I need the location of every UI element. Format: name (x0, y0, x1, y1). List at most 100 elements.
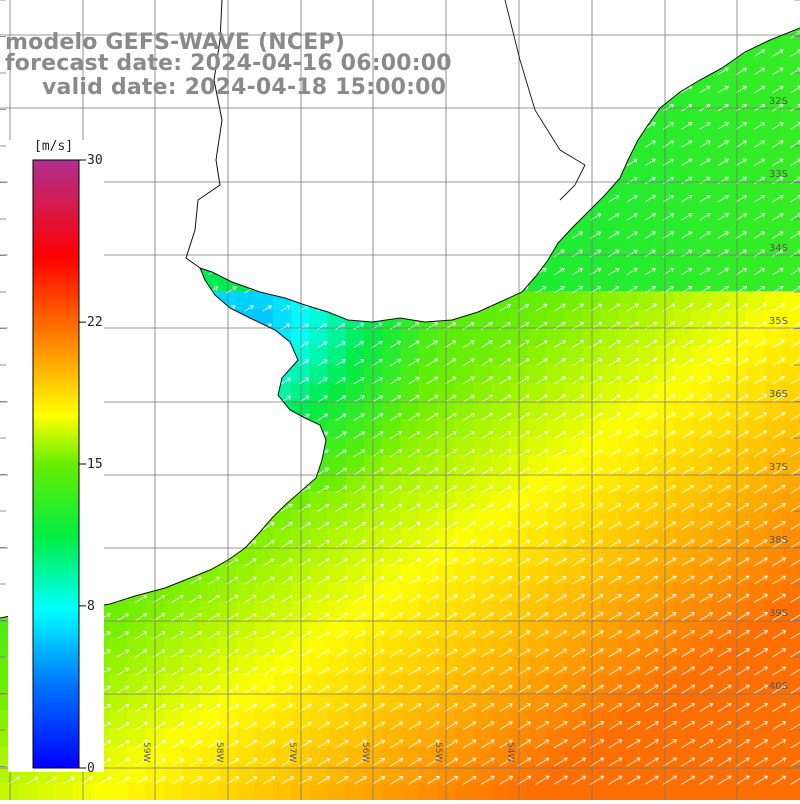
wind-arrow (499, 86, 509, 92)
wind-arrow (336, 141, 346, 147)
wind-arrow (190, 505, 201, 512)
wind-arrow (245, 523, 256, 530)
wind-arrow (117, 232, 127, 238)
wind-arrow (736, 13, 747, 20)
wind-arrow (427, 287, 437, 293)
wind-arrow (427, 305, 438, 312)
wind-arrow (408, 159, 418, 165)
wind-arrow (627, 86, 638, 93)
wind-arrow (354, 178, 364, 184)
wind-arrow (281, 287, 291, 293)
wind-arrow (317, 178, 327, 184)
wind-arrow (135, 250, 145, 256)
wind-arrow (336, 214, 346, 220)
wind-arrow (190, 123, 200, 129)
wind-arrow (117, 396, 127, 402)
wind-arrow (208, 123, 218, 129)
colorbar-tick-label: 30 (87, 153, 103, 168)
wind-arrow (427, 268, 437, 274)
wind-arrow (463, 304, 474, 311)
wind-arrow (190, 523, 201, 530)
wind-arrow (627, 50, 638, 57)
wind-arrow (317, 250, 327, 256)
wind-arrow (408, 214, 418, 220)
wind-arrow (172, 287, 182, 293)
wind-arrow (463, 214, 473, 220)
wind-arrow (263, 159, 273, 165)
wind-arrow (172, 541, 183, 548)
wind-arrow (408, 232, 418, 238)
wind-arrow (135, 523, 146, 530)
wind-arrow (208, 14, 218, 20)
wind-arrow (281, 178, 291, 184)
wind-arrow (135, 214, 145, 220)
wind-arrow (117, 378, 127, 384)
wind-arrow (208, 414, 218, 420)
wind-arrow (354, 196, 364, 202)
wind-arrow (408, 268, 418, 274)
lat-label: 32S (769, 96, 788, 107)
wind-arrow (536, 232, 546, 238)
wind-arrow (208, 324, 217, 330)
wind-arrow (481, 232, 491, 238)
wind-arrow (245, 342, 254, 348)
wind-arrow (245, 378, 254, 384)
wind-arrow (135, 123, 145, 129)
wind-arrow (190, 342, 199, 348)
wind-arrow (408, 177, 418, 183)
wind-arrow (609, 50, 620, 57)
wind-arrow (263, 342, 272, 348)
wind-arrow (481, 14, 491, 20)
wind-arrow (536, 141, 546, 147)
wind-arrow (772, 13, 783, 20)
wind-arrow (390, 141, 400, 147)
wind-arrow (135, 396, 145, 402)
wind-arrow (208, 214, 218, 220)
wind-arrow (263, 360, 272, 366)
wind-arrow (245, 14, 255, 20)
wind-arrow (190, 378, 200, 384)
wind-arrow (427, 196, 437, 202)
wind-arrow (135, 342, 145, 348)
wind-arrow (354, 269, 364, 275)
wind-arrow (609, 14, 620, 21)
wind-arrow (681, 14, 692, 21)
lat-label: 38S (769, 535, 788, 546)
title-valid-date: valid date: 2024-04-18 15:00:00 (42, 76, 446, 100)
wind-arrow (208, 250, 218, 256)
wind-arrow (536, 50, 546, 56)
wind-arrow (245, 250, 255, 256)
wind-arrow (190, 250, 200, 256)
wind-arrow (700, 13, 711, 20)
wind-arrow (117, 559, 128, 566)
wind-arrow (190, 306, 199, 312)
wind-arrow (700, 68, 711, 75)
wind-arrow (554, 159, 564, 166)
wind-arrow (245, 123, 255, 129)
wind-arrow (117, 523, 128, 530)
lon-label: 56W (360, 742, 370, 762)
wind-arrow (336, 196, 346, 202)
wind-arrow (172, 250, 182, 256)
wind-arrow (499, 268, 509, 274)
lon-label: 54W (505, 742, 515, 762)
wind-arrow (281, 232, 291, 238)
wind-arrow (8, 123, 18, 129)
wind-arrow (172, 523, 183, 530)
wind-arrow (317, 232, 327, 238)
wind-arrow (245, 396, 255, 402)
wind-arrow (245, 432, 255, 438)
wind-arrow (791, 13, 800, 20)
wind-arrow (390, 123, 400, 129)
wind-arrow (463, 287, 473, 293)
wind-arrow (390, 159, 400, 165)
wind-arrow (245, 196, 255, 202)
wind-arrow (190, 450, 201, 457)
wind-arrow (536, 86, 546, 92)
wind-arrow (554, 177, 564, 184)
lat-label: 36S (769, 389, 788, 400)
wind-arrow (245, 486, 256, 493)
wind-arrow (281, 159, 291, 165)
wind-arrow (317, 141, 327, 147)
wind-arrow (117, 468, 128, 475)
